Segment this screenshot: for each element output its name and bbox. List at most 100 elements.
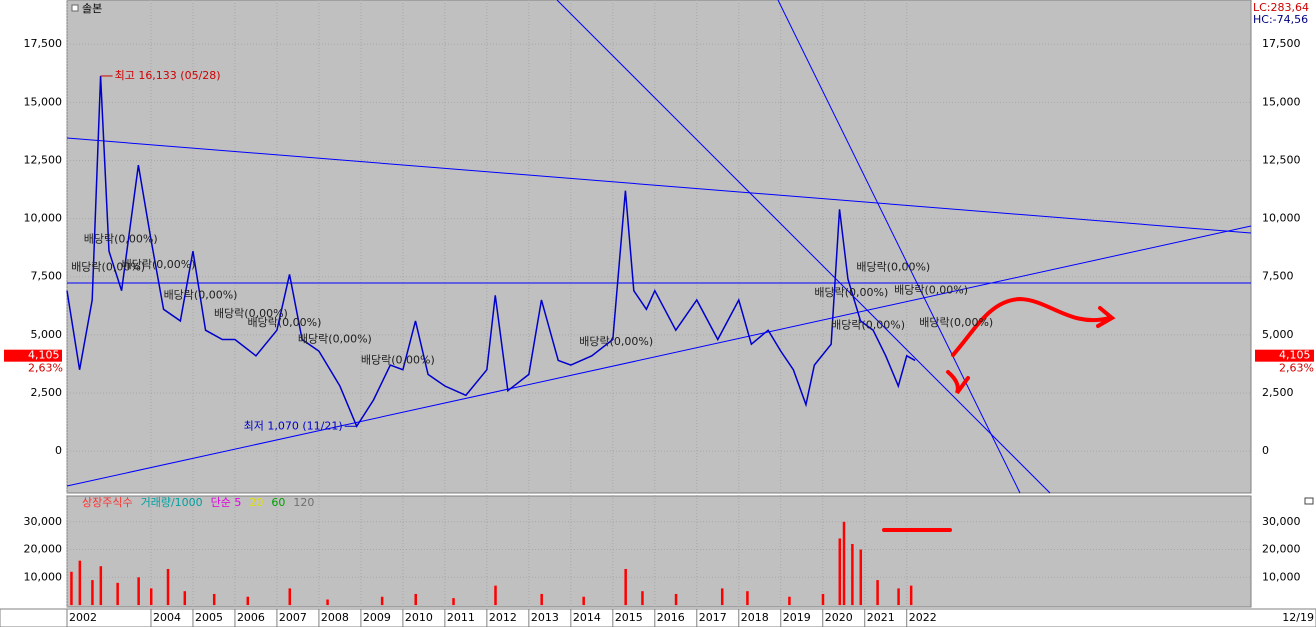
y-tick-label: 7,500 — [31, 270, 63, 283]
y-tick-label-right: 12,500 — [1262, 153, 1301, 166]
x-tick-label: 2010 — [405, 611, 433, 624]
checkbox[interactable] — [71, 4, 79, 12]
dividend-label: 배당락(0,00%) — [298, 333, 372, 346]
y-tick-label: 17,500 — [24, 37, 63, 50]
volume-panel — [66, 495, 1252, 608]
y-tick-label-right: 10,000 — [1262, 570, 1301, 583]
current-price-box — [4, 349, 62, 362]
x-tick-label: 2018 — [741, 611, 769, 624]
dividend-label: 배당락(0,00%) — [214, 307, 288, 320]
dividend-label: 배당락(0,00%) — [831, 319, 905, 332]
current-price-box — [1255, 349, 1314, 362]
close-button[interactable] — [1304, 497, 1314, 505]
hand-drawing — [882, 296, 1116, 532]
dividend-label: 배당락(0,00%) — [84, 233, 158, 246]
trend-line — [556, 0, 1051, 494]
y-tick-label-right: 15,000 — [1262, 95, 1301, 108]
y-tick-label: 15,000 — [24, 95, 63, 108]
x-tick-label: 2009 — [363, 611, 391, 624]
trend-line — [777, 0, 1021, 494]
trend-line — [66, 137, 1252, 234]
trend-lines — [66, 0, 1252, 494]
x-tick-label: 2022 — [909, 611, 937, 624]
x-tick-label: 2002 — [69, 611, 97, 624]
y-tick-label: 0 — [55, 444, 62, 457]
y-tick-label: 20,000 — [24, 543, 63, 556]
legend-entry: 60 — [271, 496, 285, 509]
x-tick-label: 2012 — [489, 611, 517, 624]
volume-bar — [540, 593, 543, 606]
change-label: 2,63% — [1279, 362, 1314, 375]
dividend-label: 배당락(0,00%) — [856, 260, 930, 273]
volume-bar — [821, 593, 825, 606]
dividend-label: 배당락(0,00%) — [579, 335, 653, 348]
x-tick-label: 2006 — [237, 611, 265, 624]
volume-bar — [452, 598, 455, 606]
y-tick-label: 5,000 — [31, 328, 63, 341]
y-tick-label: 30,000 — [24, 515, 63, 528]
x-axis-bar — [0, 608, 1316, 627]
volume-bar — [674, 593, 678, 606]
x-tick-label: 2005 — [195, 611, 223, 624]
volume-bar — [720, 588, 724, 606]
volume-bar — [183, 591, 187, 606]
volume-bar — [414, 593, 417, 606]
high-label: 최고 16,133 (05/28) — [115, 69, 221, 82]
legend-entry: 단순 5 — [211, 496, 242, 509]
lc-label: LC:283,64 — [1253, 1, 1309, 14]
volume-bar — [116, 582, 119, 606]
y-tick-label: 12,500 — [24, 153, 63, 166]
current-price-label: 4,105 — [28, 349, 60, 362]
y-tick-label: 10,000 — [24, 570, 63, 583]
y-tick-label-right: 20,000 — [1262, 543, 1301, 556]
volume-bar — [99, 566, 103, 606]
y-tick-label: 2,500 — [31, 386, 63, 399]
volume-bar — [212, 593, 216, 606]
volume-bar — [842, 521, 846, 606]
x-tick-label: 2004 — [153, 611, 181, 624]
x-tick-label: 2007 — [279, 611, 307, 624]
y-tick-label-right: 5,000 — [1262, 328, 1294, 341]
volume-bar — [746, 591, 749, 606]
legend-entry: 20 — [249, 496, 263, 509]
red-arrowhead — [1096, 306, 1116, 328]
y-tick-label-right: 30,000 — [1262, 515, 1301, 528]
chart-title: 솔본 — [82, 2, 102, 15]
current-price-label: 4,105 — [1279, 349, 1311, 362]
x-tick-label: 2014 — [573, 611, 601, 624]
end-label: 12/19 — [1282, 611, 1314, 624]
legend-entry: 120 — [293, 496, 314, 509]
volume-bar — [851, 544, 854, 606]
volume-bar — [149, 588, 153, 606]
y-tick-label-right: 2,500 — [1262, 386, 1294, 399]
volume-bar — [78, 560, 82, 606]
legend-entry: 상장주식수 — [82, 496, 133, 509]
y-tick-label-right: 10,000 — [1262, 212, 1301, 225]
x-tick-label: 2021 — [867, 611, 895, 624]
dividend-label: 배당락(0,00%) — [122, 258, 196, 271]
x-tick-label: 2020 — [825, 611, 853, 624]
red-hook — [946, 370, 970, 395]
change-label: 2,63% — [28, 362, 63, 375]
volume-bar — [137, 577, 140, 606]
volume-bar — [91, 580, 94, 606]
trend-line — [66, 225, 1252, 487]
volume-bar — [582, 596, 585, 606]
volume-bar — [859, 549, 863, 606]
volume-bar — [380, 596, 384, 606]
volume-bar — [288, 588, 292, 606]
price-panel — [66, 0, 1252, 494]
low-label: 최저 1,070 (11/21) — [244, 419, 343, 432]
x-tick-label: 2013 — [531, 611, 559, 624]
volume-bar — [788, 596, 791, 606]
dividend-label: 배당락(0,00%) — [894, 284, 968, 297]
legend-entry: 거래량/1000 — [141, 496, 203, 509]
volume-bar — [838, 538, 842, 606]
price-layer — [66, 0, 1251, 607]
y-tick-label-right: 7,500 — [1262, 270, 1294, 283]
volume-bar — [641, 591, 644, 606]
y-tick-label-right: 0 — [1262, 444, 1269, 457]
y-tick-label-right: 17,500 — [1262, 37, 1301, 50]
x-tick-label: 2019 — [783, 611, 811, 624]
